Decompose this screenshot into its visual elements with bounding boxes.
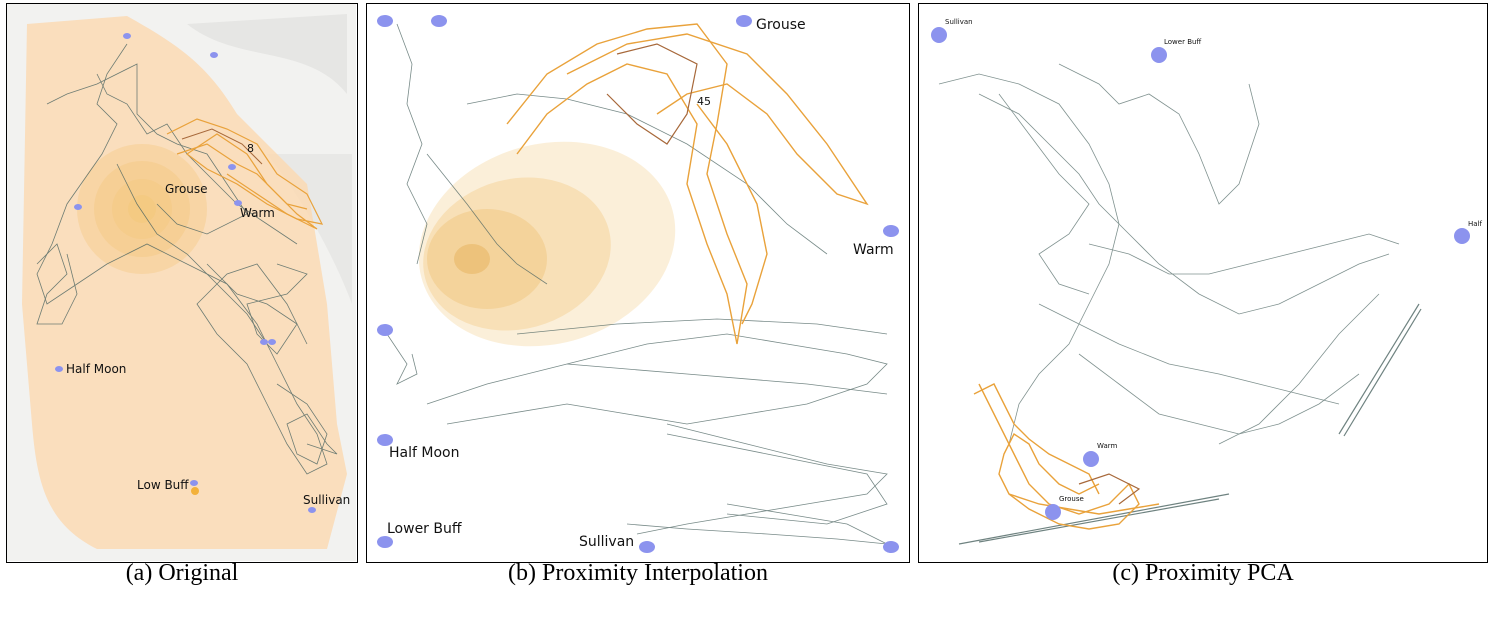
label-sullivan: Sullivan bbox=[579, 534, 634, 550]
label-warm: Warm bbox=[240, 206, 275, 220]
panel-proximity-pca: Sullivan Lower Buff Half Warm Grouse bbox=[918, 3, 1488, 563]
map-proximity-pca: Sullivan Lower Buff Half Warm Grouse bbox=[919, 4, 1486, 561]
label-grouse: Grouse bbox=[165, 182, 208, 196]
water-points bbox=[55, 33, 316, 513]
label-half-moon: Half Moon bbox=[389, 445, 459, 461]
caption-proximity-pca: (c) Proximity PCA bbox=[1112, 560, 1294, 586]
marker-interpolation: 45 bbox=[697, 95, 711, 108]
map-proximity-interpolation: 45 Grouse Warm Half Moon Lower Buff Sull… bbox=[367, 4, 908, 561]
panel-proximity-interpolation: 45 Grouse Warm Half Moon Lower Buff Sull… bbox=[366, 3, 910, 563]
gray-diagonal-streaks bbox=[958, 303, 1422, 545]
density-hotspot bbox=[77, 144, 207, 274]
map-original: 8 Grouse Warm Half Moon Low Buff Sulliva… bbox=[7, 4, 356, 561]
label-low-buff: Low Buff bbox=[137, 478, 189, 492]
gray-tracks bbox=[938, 63, 1400, 445]
water-points bbox=[931, 27, 1470, 520]
water-points bbox=[377, 15, 899, 553]
caption-original: (a) Original bbox=[125, 560, 239, 586]
label-lower-buff: Lower Buff bbox=[387, 521, 462, 537]
marker-original: 8 bbox=[247, 142, 254, 155]
label-lower-buff: Lower Buff bbox=[1164, 38, 1201, 46]
home-range-area bbox=[22, 16, 347, 549]
orange-tracks bbox=[506, 23, 869, 345]
orange-tracks bbox=[973, 383, 1160, 530]
label-half: Half bbox=[1468, 220, 1482, 228]
density-hotspot bbox=[418, 141, 676, 347]
label-warm: Warm bbox=[853, 242, 894, 258]
label-grouse: Grouse bbox=[756, 17, 806, 33]
caption-proximity-interpolation: (b) Proximity Interpolation bbox=[508, 560, 768, 586]
panel-original: 8 Grouse Warm Half Moon Low Buff Sulliva… bbox=[6, 3, 358, 563]
orange-tracks bbox=[166, 118, 324, 230]
label-sullivan: Sullivan bbox=[303, 493, 350, 507]
label-sullivan: Sullivan bbox=[945, 18, 973, 26]
gray-tracks bbox=[386, 23, 888, 545]
label-warm: Warm bbox=[1097, 442, 1118, 450]
label-half-moon: Half Moon bbox=[66, 362, 126, 376]
label-grouse: Grouse bbox=[1059, 495, 1084, 503]
gray-tracks bbox=[36, 43, 338, 475]
